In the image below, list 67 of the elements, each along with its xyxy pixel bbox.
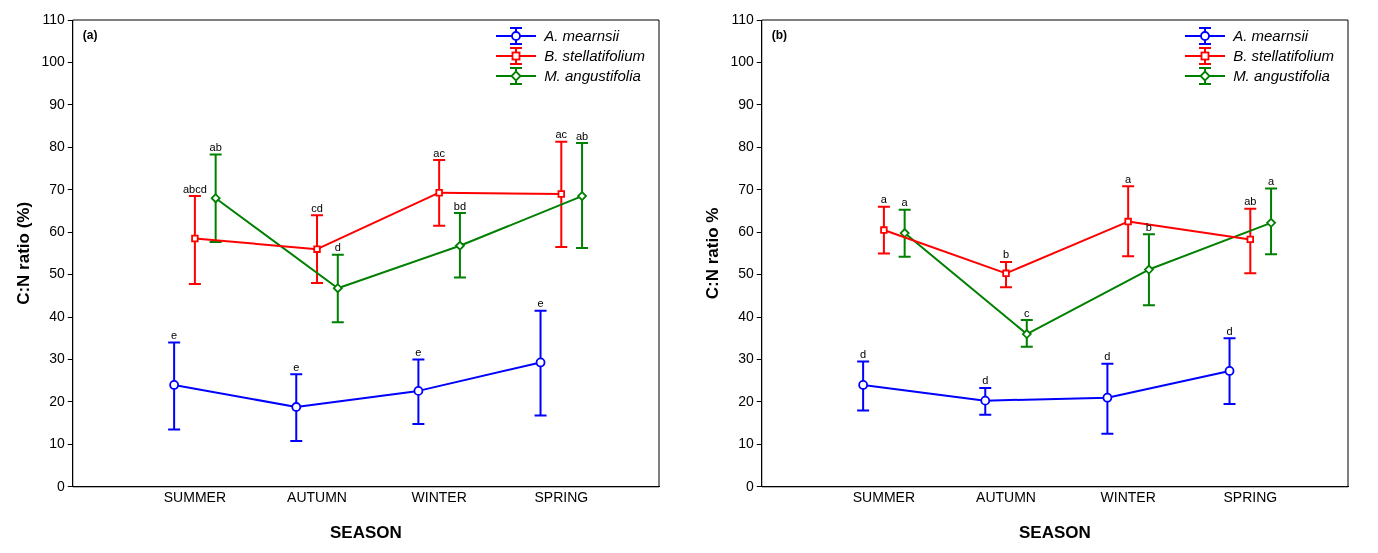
annotation: d — [1104, 350, 1111, 363]
annotation: ac — [555, 128, 568, 141]
y-tick-label: 40 — [49, 307, 65, 324]
annotation: e — [537, 297, 544, 310]
legend-label: M. angustifolia — [544, 66, 641, 86]
annotation: abcd — [182, 182, 207, 195]
y-tick-label: 100 — [41, 53, 65, 70]
y-tick-label: 0 — [56, 477, 65, 494]
x-tick-label: WINTER — [1100, 489, 1156, 506]
y-tick-label: 60 — [49, 223, 65, 240]
annotation: e — [293, 360, 300, 373]
text: (b) — [771, 28, 788, 43]
y-tick-label: 110 — [731, 10, 754, 27]
y-tick-label: 50 — [49, 265, 65, 282]
annotation: c — [1024, 306, 1031, 319]
annotation: a — [1267, 175, 1275, 187]
x-tick-label: SUMMER — [852, 489, 916, 506]
x-tick-label: SPRING — [1223, 489, 1278, 506]
y-tick-label: 100 — [730, 53, 754, 70]
annotation: bd — [453, 199, 467, 212]
annotation: e — [415, 346, 422, 359]
x-tick-label: AUTUMN — [287, 489, 347, 506]
x-axis-title: SEASON — [329, 523, 402, 543]
annotation: e — [171, 329, 178, 342]
legend-label: A. mearnsii — [544, 26, 620, 46]
annotation: d — [860, 348, 867, 361]
y-tick-label: 90 — [49, 95, 65, 112]
x-axis-title: SEASON — [1018, 523, 1091, 543]
y-tick-label: 10 — [738, 435, 754, 452]
y-tick-label: 10 — [49, 435, 65, 452]
legend-label: A. mearnsii — [1233, 26, 1309, 46]
text: (a) — [82, 28, 98, 43]
annotation: cd — [311, 201, 323, 214]
y-tick-label: 80 — [49, 138, 65, 155]
y-tick-label: 20 — [49, 392, 65, 409]
y-tick-label: 30 — [738, 350, 754, 367]
legend-label: M. angustifolia — [1233, 66, 1330, 86]
y-tick-label: 40 — [738, 307, 754, 324]
annotation: a — [901, 196, 909, 209]
legend-label: B. stellatifolium — [1233, 46, 1334, 66]
x-tick-label: WINTER — [411, 489, 467, 506]
annotation: ac — [433, 146, 446, 159]
annotation: b — [1002, 248, 1010, 261]
y-tick-label: 70 — [49, 180, 65, 197]
y-tick-label: 60 — [738, 223, 754, 240]
annotation: d — [982, 374, 989, 387]
annotation: d — [334, 241, 341, 254]
annotation: ab — [575, 129, 589, 142]
legend-label: B. stellatifolium — [544, 46, 645, 66]
y-axis-title: C:N ratio % — [702, 207, 722, 300]
y-tick-label: 110 — [42, 10, 65, 27]
x-tick-label: SUMMER — [163, 489, 227, 506]
y-tick-label: 80 — [738, 138, 754, 155]
y-tick-label: 20 — [738, 392, 754, 409]
y-tick-label: 70 — [738, 180, 754, 197]
annotation: a — [880, 193, 888, 206]
annotation: ab — [209, 141, 222, 154]
annotation: a — [1125, 172, 1133, 185]
y-axis-title: C:N ratio (%) — [13, 201, 33, 305]
x-tick-label: AUTUMN — [976, 489, 1036, 506]
y-tick-label: 50 — [738, 265, 754, 282]
y-tick-label: 30 — [49, 350, 65, 367]
x-tick-label: SPRING — [534, 489, 589, 506]
annotation: ab — [1244, 195, 1257, 208]
y-tick-label: 0 — [745, 477, 754, 494]
annotation: d — [1226, 324, 1233, 337]
y-tick-label: 90 — [738, 95, 754, 112]
